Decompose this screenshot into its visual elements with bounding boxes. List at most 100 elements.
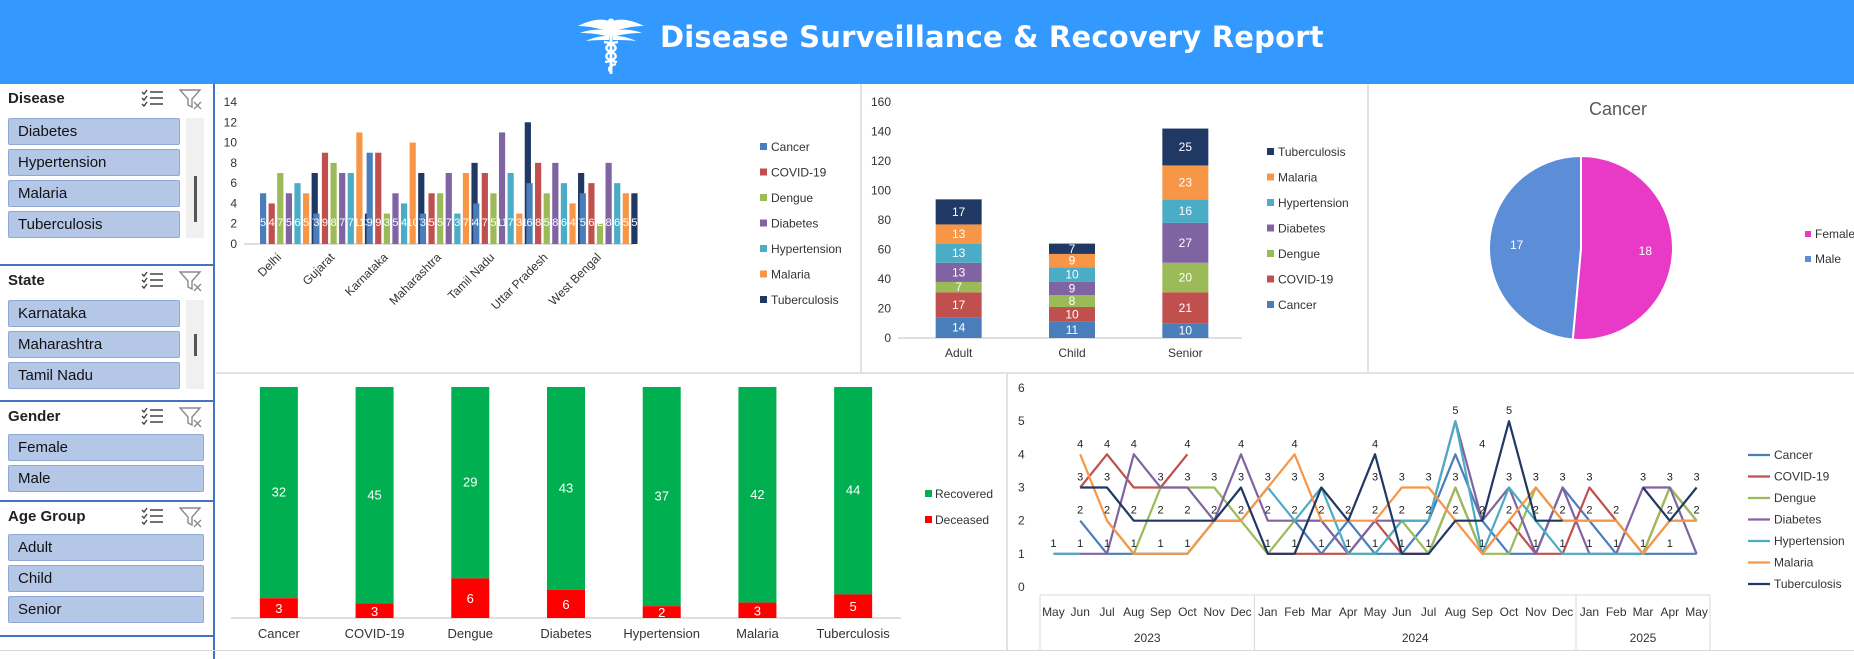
slicer-item-tuberculosis[interactable]: Tuberculosis bbox=[8, 211, 180, 238]
clear-filter-icon[interactable] bbox=[179, 88, 203, 110]
data-label: 3 bbox=[420, 217, 426, 229]
data-label: 3 bbox=[1265, 472, 1271, 484]
data-label: 2 bbox=[597, 217, 603, 229]
bar-tuberculosis-senior bbox=[1162, 128, 1209, 166]
bar-hypertension-tamil-nadu bbox=[507, 173, 514, 244]
slicer-item-maharashtra[interactable]: Maharashtra bbox=[8, 331, 180, 358]
state-disease-chart-panel: 024681012145475657Delhi39877113Gujarat99… bbox=[216, 84, 860, 372]
data-label: 7 bbox=[1069, 242, 1076, 256]
x-tick-label: Nov bbox=[1204, 605, 1225, 619]
slicer-item-malaria[interactable]: Malaria bbox=[8, 180, 180, 207]
slicer-item-karnataka[interactable]: Karnataka bbox=[8, 300, 180, 327]
y-tick-label: 20 bbox=[878, 302, 892, 316]
y-tick-label: 12 bbox=[224, 115, 238, 129]
data-label: 4 bbox=[1479, 438, 1485, 450]
data-label: 9 bbox=[322, 217, 328, 229]
data-label: 1 bbox=[1533, 538, 1539, 550]
y-tick-label: 3 bbox=[1018, 481, 1025, 495]
legend-label: Cancer bbox=[1278, 298, 1317, 312]
x-tick-label: Tamil Nadu bbox=[445, 250, 497, 302]
slicer-item-diabetes[interactable]: Diabetes bbox=[8, 118, 180, 145]
data-label: 3 bbox=[1211, 472, 1217, 484]
data-label: 1 bbox=[1345, 538, 1351, 550]
state-scrollbar[interactable] bbox=[186, 300, 204, 389]
data-label: 11 bbox=[354, 217, 365, 229]
legend-label: Hypertension bbox=[1278, 196, 1349, 210]
multi-select-icon[interactable] bbox=[141, 506, 165, 526]
slicer-item-senior[interactable]: Senior bbox=[8, 596, 204, 623]
x-tick-label: Delhi bbox=[255, 250, 284, 279]
legend-label: Male bbox=[1815, 252, 1841, 266]
legend-label: Tuberculosis bbox=[1278, 145, 1346, 159]
data-label: 3 bbox=[1184, 472, 1190, 484]
bar-cancer-child bbox=[1049, 321, 1095, 338]
bar-dengue-karnataka bbox=[383, 213, 390, 244]
bar-diabetes-maharashtra bbox=[445, 173, 452, 244]
data-label: 6 bbox=[561, 217, 567, 229]
slicer-item-child[interactable]: Child bbox=[8, 565, 204, 592]
multi-select-icon[interactable] bbox=[141, 406, 165, 426]
data-label: 4 bbox=[269, 217, 275, 229]
data-label: 3 bbox=[1452, 472, 1458, 484]
legend-label: Diabetes bbox=[1278, 222, 1325, 236]
multi-select-icon[interactable] bbox=[141, 270, 165, 290]
bar-tuberculosis-delhi bbox=[311, 173, 318, 244]
data-label: 3 bbox=[1586, 472, 1592, 484]
disease-scrollbar[interactable] bbox=[186, 118, 204, 238]
data-label: 5 bbox=[286, 217, 292, 229]
data-label: 37 bbox=[654, 489, 668, 504]
x-tick-label: Jan bbox=[1580, 605, 1599, 619]
multi-select-icon[interactable] bbox=[141, 88, 165, 108]
y-tick-label: 5 bbox=[1018, 414, 1025, 428]
legend-swatch-deceased bbox=[925, 516, 932, 523]
scrollbar-thumb[interactable] bbox=[194, 176, 197, 222]
panel-divider bbox=[860, 84, 862, 374]
year-label: 2023 bbox=[1134, 631, 1161, 645]
slicer-item-hypertension[interactable]: Hypertension bbox=[8, 149, 180, 176]
clear-filter-icon[interactable] bbox=[179, 406, 203, 428]
data-label: 2 bbox=[658, 605, 665, 620]
legend-swatch-hypertension bbox=[760, 245, 767, 252]
bar-deceased-hypertension bbox=[642, 606, 681, 618]
data-label: 8 bbox=[331, 217, 337, 229]
x-tick-label: Gujarat bbox=[300, 250, 338, 288]
bar-hypertension-west-bengal bbox=[614, 183, 621, 244]
slicer-title-gender: Gender bbox=[8, 408, 61, 425]
scrollbar-thumb[interactable] bbox=[194, 334, 197, 356]
bar-cancer-karnataka bbox=[366, 152, 373, 244]
bar-tuberculosis-tamil-nadu bbox=[524, 122, 531, 244]
bar-dengue-delhi bbox=[277, 173, 284, 244]
report-header: Disease Surveillance & Recovery Report bbox=[0, 0, 1854, 84]
x-tick-label: Feb bbox=[1606, 605, 1627, 619]
bar-recovered-malaria bbox=[738, 387, 777, 603]
data-label: 9 bbox=[375, 217, 381, 229]
clear-filter-icon[interactable] bbox=[179, 270, 203, 292]
data-label: 20 bbox=[1179, 271, 1193, 285]
data-label: 3 bbox=[454, 217, 460, 229]
slicer-item-male[interactable]: Male bbox=[8, 465, 204, 492]
slicer-item-female[interactable]: Female bbox=[8, 434, 204, 461]
data-label: 5 bbox=[1506, 405, 1512, 417]
page-bottom-line bbox=[0, 650, 1854, 651]
data-label: 2 bbox=[1694, 505, 1700, 517]
x-tick-label: Hypertension bbox=[623, 626, 700, 641]
x-tick-label: Oct bbox=[1500, 605, 1519, 619]
data-label: 5 bbox=[623, 217, 629, 229]
data-label: 8 bbox=[552, 217, 558, 229]
bar-deceased-malaria bbox=[738, 602, 777, 618]
clear-filter-icon[interactable] bbox=[179, 506, 203, 528]
data-label: 18 bbox=[1639, 244, 1653, 258]
y-tick-label: 2 bbox=[230, 217, 237, 231]
data-label: 14 bbox=[952, 321, 966, 335]
slicer-item-adult[interactable]: Adult bbox=[8, 534, 204, 561]
legend-swatch-cancer bbox=[760, 143, 767, 150]
state-slicer: State Karnataka Maharashtra Tamil Nadu bbox=[0, 266, 213, 402]
gender-slicer: Gender Female Male bbox=[0, 402, 213, 502]
data-label: 8 bbox=[606, 217, 612, 229]
year-label: 2024 bbox=[1402, 631, 1429, 645]
bar-dengue-child bbox=[1049, 295, 1095, 308]
data-label: 5 bbox=[392, 217, 398, 229]
slicer-item-tamil-nadu[interactable]: Tamil Nadu bbox=[8, 362, 180, 389]
data-label: 43 bbox=[559, 480, 573, 495]
